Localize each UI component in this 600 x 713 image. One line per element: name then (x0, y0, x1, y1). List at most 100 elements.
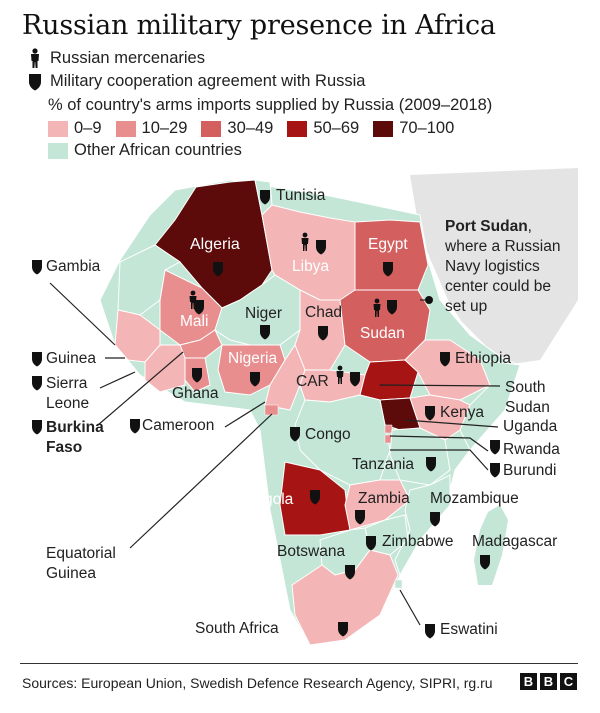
label-guinea: Guinea (46, 350, 96, 367)
label-tunisia: Tunisia (276, 187, 326, 204)
label-mozambique: Mozambique (430, 490, 519, 507)
label-sudan: Sudan (360, 325, 405, 342)
shield-icon-congo (290, 427, 300, 442)
mercenary-icon-mali (189, 290, 197, 309)
legend-agreement-label: Military cooperation agreement with Russ… (50, 72, 366, 90)
port-sudan-callout: Port Sudan, where a Russian Navy logisti… (445, 218, 561, 315)
shield-icon-nigeria (250, 372, 260, 387)
legend-bin-1: 10–29 (115, 119, 188, 138)
legend-bin-swatch (201, 120, 222, 137)
shield-icon-angola (310, 490, 320, 505)
shield-icon-burundi (490, 463, 500, 478)
leader-south-sudan (379, 384, 501, 387)
label-ghana: Ghana (172, 385, 219, 402)
port-sudan-name: Port Sudan (445, 218, 528, 235)
shield-icon-tunisia (260, 190, 270, 205)
eswatini-shape (394, 579, 403, 589)
shield-icon-botswana (345, 565, 355, 580)
label-eswatini: Eswatini (440, 621, 498, 638)
legend-mercenaries: Russian mercenaries (28, 48, 205, 68)
leader-rwanda (389, 435, 489, 452)
label-angola: Angola (245, 491, 294, 508)
legend-bin-swatch (287, 120, 308, 137)
label-car: CAR (296, 373, 329, 390)
shield-icon-egypt (383, 262, 393, 277)
shield-icon-ethiopia (440, 352, 450, 367)
label-libya: Libya (292, 258, 330, 275)
legend-other: Other African countries (48, 141, 242, 160)
label-zambia: Zambia (358, 490, 410, 507)
label-south-africa: South Africa (195, 620, 279, 637)
label-gambia: Gambia (46, 258, 101, 275)
shield-icon-zambia (355, 510, 365, 525)
shield-icon-eswatini (425, 624, 435, 639)
label-nigeria: Nigeria (228, 350, 278, 367)
bbc-logo: B B C (520, 673, 577, 690)
label-rwanda: Rwanda (503, 441, 560, 458)
legend-bin-4: 70–100 (373, 119, 454, 138)
legend-bins: 0–9 10–29 30–49 50–69 70–100 (48, 119, 468, 138)
mercenary-icons (189, 232, 381, 384)
equatorial-guinea-shape (264, 404, 279, 416)
mercenary-icon-sudan (373, 298, 381, 317)
legend-bin-swatch (48, 120, 68, 137)
footer-divider (20, 663, 578, 664)
label-kenya: Kenya (440, 404, 484, 421)
port-sudan-note: where a Russian Navy logistics center co… (445, 238, 561, 315)
label-madagascar: Madagascar (472, 533, 558, 550)
shield-icon-chad (318, 326, 328, 341)
shield-icon-kenya (425, 406, 435, 421)
shield-icon-burkina-faso (32, 420, 42, 435)
legend-bin-label: 0–9 (74, 119, 102, 137)
legend-bin-swatch (115, 120, 136, 137)
shield-icon-gambia (32, 260, 42, 275)
legend-mercenaries-label: Russian mercenaries (50, 48, 205, 67)
leader-lines (49, 282, 501, 626)
legend-arms-heading-text: % of country's arms imports supplied by … (48, 96, 493, 114)
bbc-logo-letter-1: B (520, 673, 537, 690)
label-south-sudan: South Sudan (505, 379, 550, 416)
tanzania-shape (389, 427, 451, 486)
mercenary-icon (31, 48, 39, 68)
bbc-logo-letter-2: B (540, 673, 557, 690)
leader-cameroon (224, 401, 266, 428)
label-uganda: Uganda (503, 418, 558, 435)
shield-icon-tanzania (426, 457, 436, 472)
label-ethiopia: Ethiopia (455, 350, 512, 367)
mozambique-shape (394, 474, 451, 577)
label-mali: Mali (180, 313, 209, 330)
legend-bin-label: 70–100 (399, 119, 455, 137)
legend-bin-label: 50–69 (313, 119, 360, 137)
label-burkina-faso: Burkina Faso (46, 419, 104, 456)
somalia-shape (459, 359, 521, 451)
legend-agreement: Military cooperation agreement with Russ… (28, 72, 365, 91)
label-burundi: Burundi (503, 462, 557, 479)
legend-bin-label: 30–49 (227, 119, 274, 137)
mercenary-icon-car (336, 365, 344, 384)
legend-bin-2: 30–49 (201, 119, 273, 138)
shield-icon-sudan (387, 300, 397, 315)
label-cameroon: Cameroon (142, 417, 215, 434)
label-congo: Congo (305, 426, 351, 443)
leader-gambia (49, 282, 116, 346)
shield-icon-mozambique (430, 512, 440, 527)
mercenary-icon-libya (301, 232, 309, 251)
middle-east-land (410, 168, 578, 365)
congo-shape (294, 394, 391, 486)
label-botswana: Botswana (277, 543, 346, 560)
label-niger: Niger (245, 305, 283, 322)
label-chad: Chad (305, 304, 343, 321)
page-title: Russian military presence in Africa (22, 10, 496, 41)
shield-icon-algeria (213, 262, 223, 277)
legend-other-swatch (48, 142, 68, 159)
legend-bin-label: 10–29 (141, 119, 188, 137)
label-algeria: Algeria (190, 236, 240, 253)
label-egypt: Egypt (368, 236, 408, 253)
shield-icon-libya (316, 240, 326, 255)
shield-icon-guinea (32, 352, 42, 367)
label-zimbabwe: Zimbabwe (382, 533, 454, 550)
shield-icon-cameroon (130, 419, 140, 434)
sources-text: Sources: European Union, Swedish Defence… (22, 675, 493, 691)
shield-icon-sierra-leone (32, 376, 42, 391)
